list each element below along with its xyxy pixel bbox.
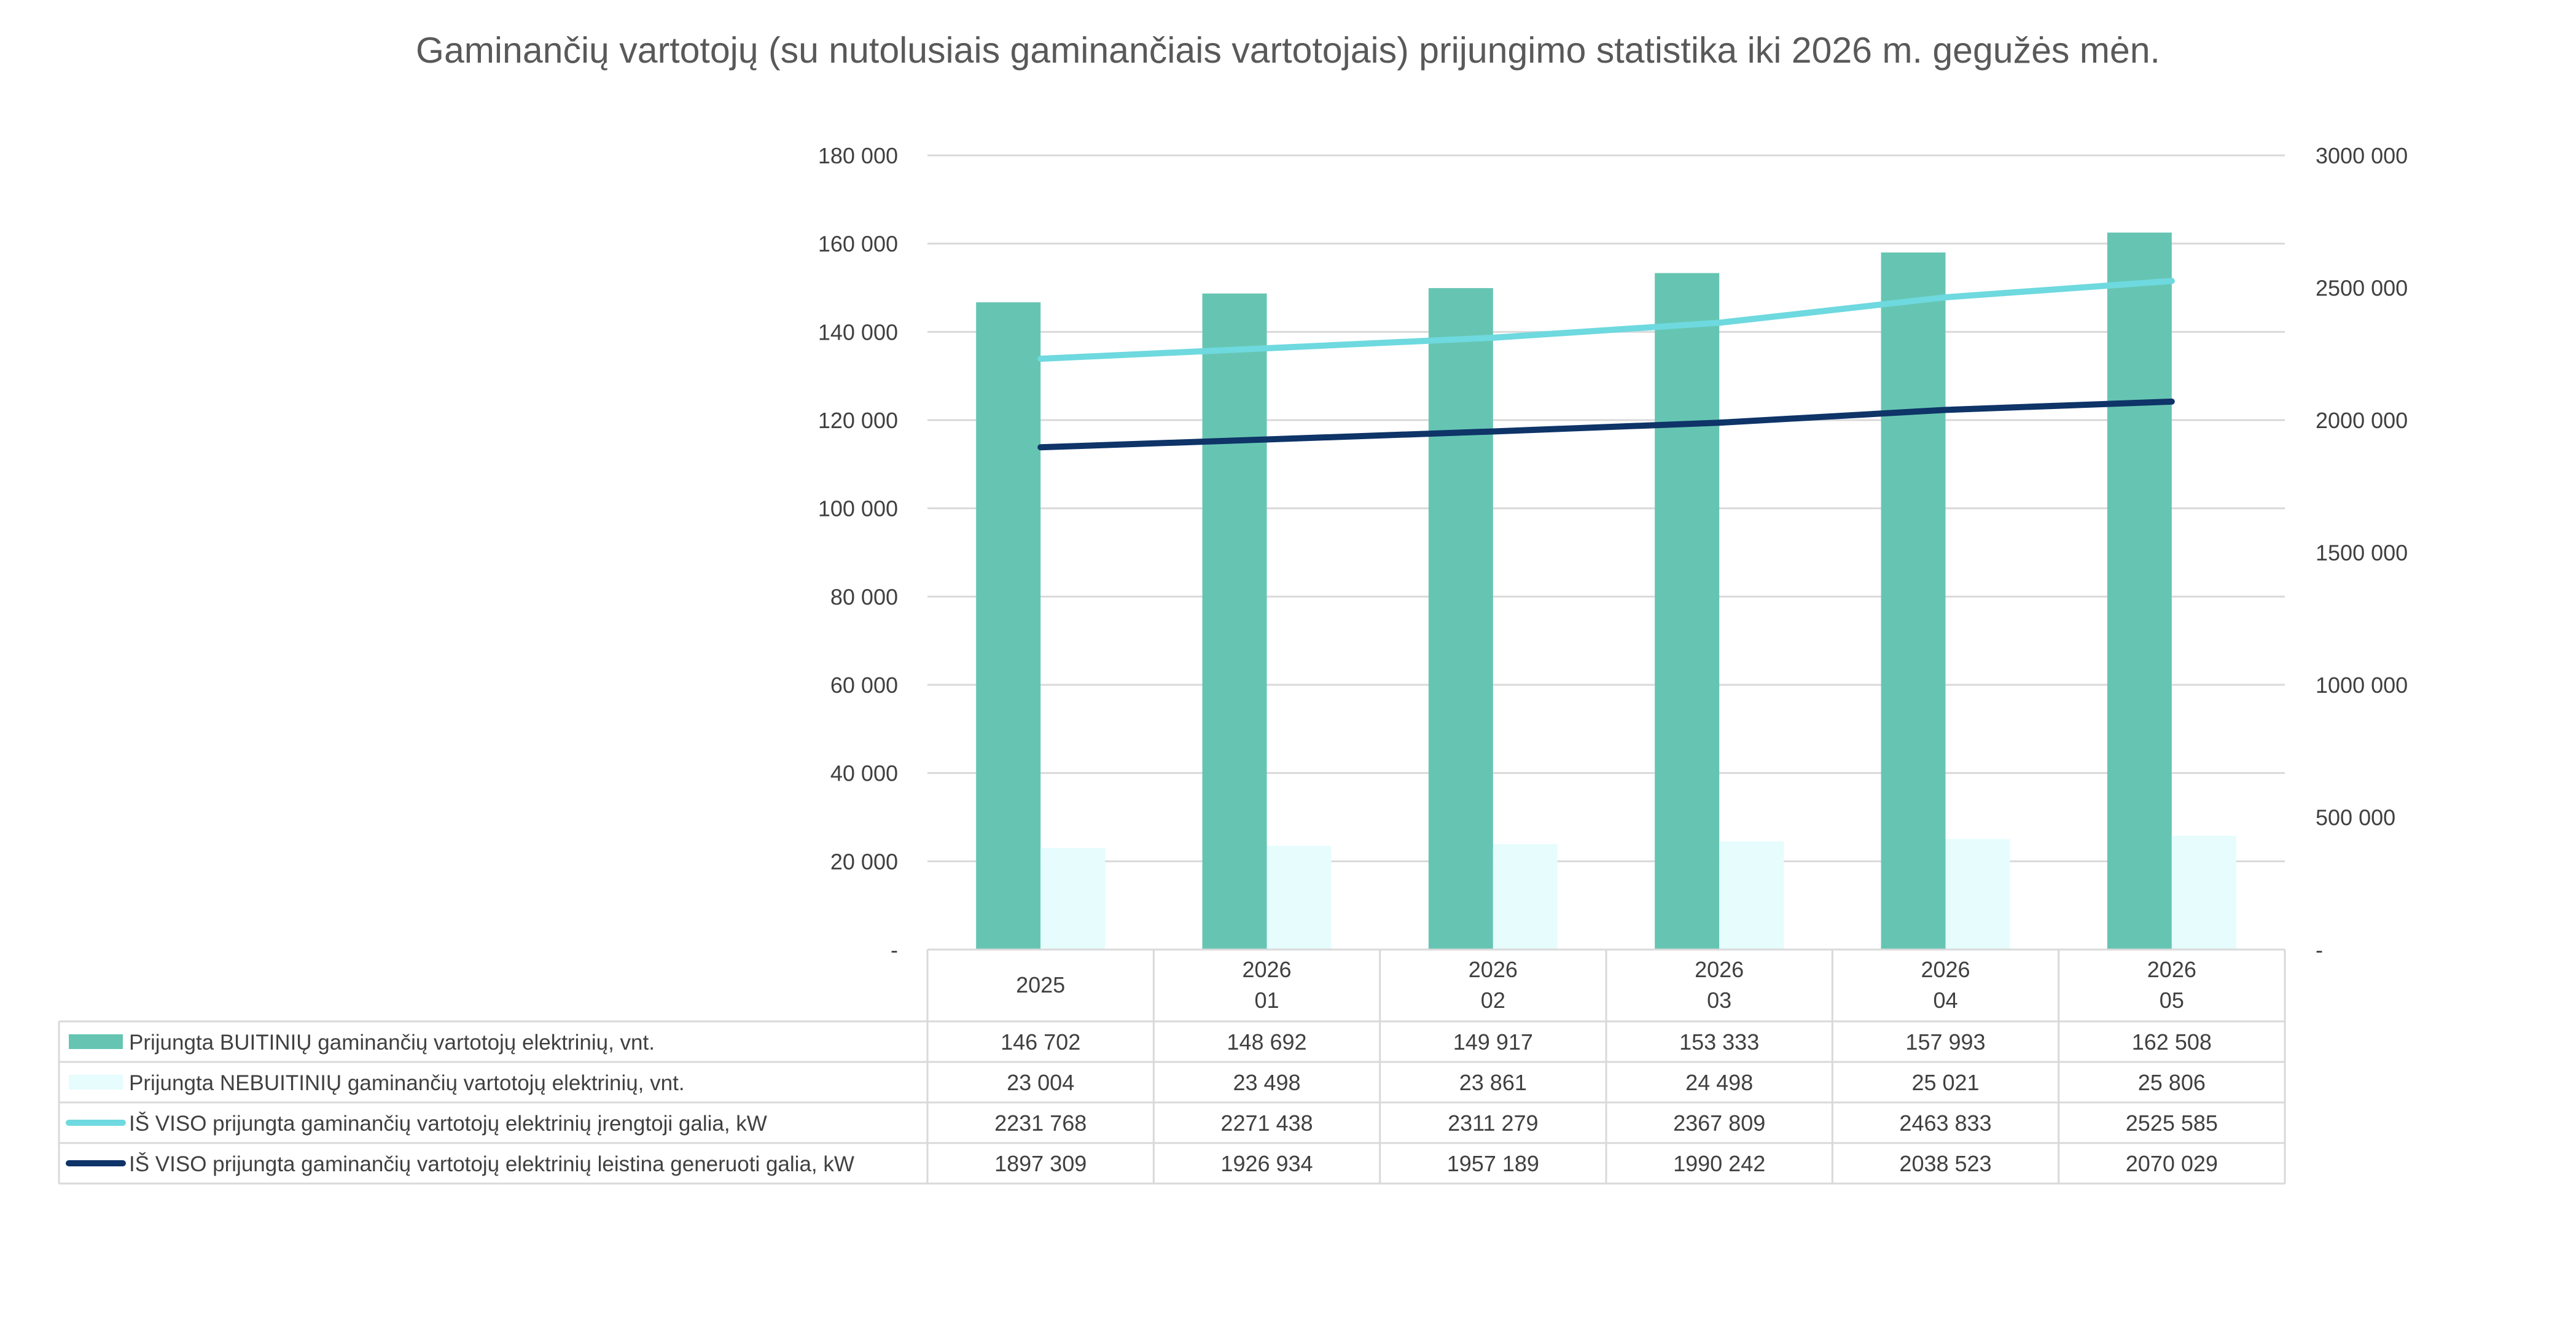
y-left-tick-label: 140 000 bbox=[818, 319, 898, 345]
table-cell-value: 2463 833 bbox=[1899, 1110, 1991, 1136]
lines bbox=[1037, 278, 2175, 451]
x-category-month: 01 bbox=[1254, 988, 1279, 1013]
line-leistina-galia bbox=[1037, 398, 2175, 451]
x-category-month: 04 bbox=[1933, 988, 1957, 1013]
table-cell-value: 2367 809 bbox=[1673, 1110, 1765, 1136]
x-category-month: 05 bbox=[2160, 988, 2184, 1013]
y-right-tick-label: 2500 000 bbox=[2316, 276, 2408, 301]
x-category-year: 2026 bbox=[1921, 957, 1970, 982]
table-cell-value: 2311 279 bbox=[1448, 1110, 1538, 1136]
table-cell-value: 2038 523 bbox=[1899, 1151, 1991, 1176]
legend-key-bar bbox=[69, 1034, 123, 1049]
table-cell-value: 25 021 bbox=[1911, 1070, 1979, 1095]
y-left-tick-label: 180 000 bbox=[818, 143, 898, 168]
table-cell-value: 23 861 bbox=[1459, 1070, 1527, 1095]
bars bbox=[976, 232, 2236, 950]
bar-buitiniu bbox=[2107, 232, 2172, 950]
y-left-tick-label: 120 000 bbox=[818, 408, 898, 433]
bar-buitiniu bbox=[976, 302, 1041, 950]
y-left-tick-label: - bbox=[891, 937, 898, 962]
bar-nebuitiniu bbox=[1267, 846, 1332, 950]
x-category-year: 2026 bbox=[1695, 957, 1744, 982]
left-axis: - 20 000 40 000 60 000 80 000 100 000 120 000 1… bbox=[818, 143, 898, 962]
table-cell-value: 157 993 bbox=[1905, 1029, 1985, 1055]
table-cell-value: 23 498 bbox=[1233, 1070, 1300, 1095]
table-cell-value: 2070 029 bbox=[2126, 1151, 2218, 1176]
bar-nebuitiniu bbox=[1493, 844, 1558, 950]
y-left-tick-label: 160 000 bbox=[818, 232, 898, 257]
y-left-tick-label: 40 000 bbox=[830, 761, 898, 786]
y-left-tick-label: 100 000 bbox=[818, 496, 898, 521]
bar-buitiniu bbox=[1655, 273, 1720, 950]
y-right-tick-label: 3000 000 bbox=[2316, 143, 2408, 168]
data-table: 2025 2026 01 2026 02 2026 03 2026 04 2026 05 Prijun… bbox=[58, 948, 2286, 1185]
table-cell-value: 1990 242 bbox=[1673, 1151, 1765, 1176]
bar-nebuitiniu bbox=[2171, 835, 2236, 950]
bar-buitiniu bbox=[1202, 293, 1267, 950]
table-cell-value: 2231 768 bbox=[994, 1110, 1087, 1136]
legend-series-name: Prijungta BUITINIŲ gaminančių vartotojų … bbox=[129, 1031, 655, 1055]
x-category-month: 02 bbox=[1481, 988, 1505, 1013]
y-right-tick-label: 1000 000 bbox=[2316, 673, 2408, 698]
table-cell-value: 24 498 bbox=[1685, 1070, 1753, 1095]
y-right-tick-label: 2000 000 bbox=[2316, 408, 2408, 433]
y-left-tick-label: 20 000 bbox=[830, 849, 898, 874]
table-cell-value: 23 004 bbox=[1007, 1070, 1074, 1095]
table-cell-value: 2271 438 bbox=[1220, 1110, 1313, 1136]
y-right-tick-label: 500 000 bbox=[2316, 805, 2395, 830]
y-left-tick-label: 60 000 bbox=[830, 673, 898, 698]
chart-title: Gaminančių vartotojų (su nutolusiais gam… bbox=[416, 30, 2160, 71]
table-cell-value: 1926 934 bbox=[1220, 1151, 1313, 1176]
x-category-year: 2026 bbox=[1469, 957, 1518, 982]
y-left-tick-label: 80 000 bbox=[830, 584, 898, 609]
table-cell-value: 146 702 bbox=[1001, 1029, 1080, 1055]
table-cell-value: 1957 189 bbox=[1447, 1151, 1539, 1176]
x-category-year: 2025 bbox=[1016, 972, 1065, 997]
bar-buitiniu bbox=[1881, 252, 1946, 950]
bar-nebuitiniu bbox=[1719, 841, 1784, 950]
bar-buitiniu bbox=[1428, 288, 1493, 950]
table-cell-value: 2525 585 bbox=[2126, 1110, 2218, 1136]
table-cell-value: 1897 309 bbox=[994, 1151, 1087, 1176]
right-axis: - 500 000 1000 000 1500 000 2000 000 2500 000… bbox=[2316, 143, 2408, 962]
legend-series-name: Prijungta NEBUITINIŲ gaminančių vartotoj… bbox=[129, 1071, 685, 1095]
table-cell-value: 149 917 bbox=[1453, 1029, 1533, 1055]
legend-series-name: IŠ VISO prijungta gaminančių vartotojų e… bbox=[129, 1112, 767, 1136]
bar-nebuitiniu bbox=[1040, 848, 1106, 950]
y-right-tick-label: 1500 000 bbox=[2316, 540, 2408, 566]
legend-series-name: IŠ VISO prijungta gaminančių vartotojų e… bbox=[129, 1152, 854, 1176]
line-irengtoji-galia bbox=[1037, 278, 2175, 362]
table-cell-value: 153 333 bbox=[1679, 1029, 1759, 1055]
bar-nebuitiniu bbox=[1945, 839, 2010, 950]
gridlines bbox=[927, 154, 2285, 862]
legend-key-bar bbox=[69, 1075, 123, 1090]
y-right-tick-label: - bbox=[2316, 937, 2323, 962]
x-category-year: 2026 bbox=[2147, 957, 2196, 982]
table-cell-value: 25 806 bbox=[2138, 1070, 2206, 1095]
x-category-month: 03 bbox=[1707, 988, 1731, 1013]
x-category-year: 2026 bbox=[1242, 957, 1291, 982]
table-cell-value: 148 692 bbox=[1227, 1029, 1306, 1055]
table-cell-value: 162 508 bbox=[2132, 1029, 2212, 1055]
